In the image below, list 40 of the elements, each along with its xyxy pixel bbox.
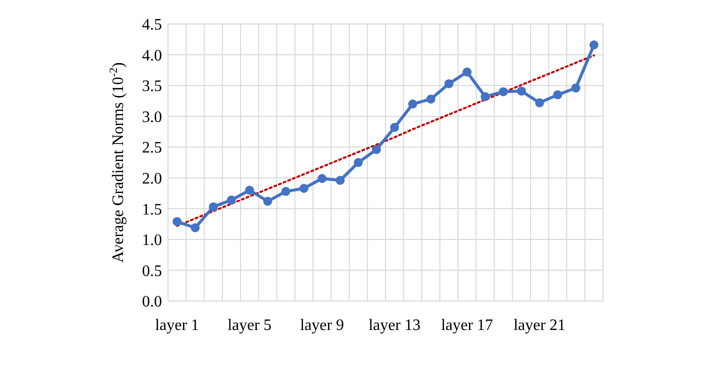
point [318,174,327,184]
x-tick-label: layer 1 [155,317,200,334]
point [172,217,182,226]
point [426,94,436,104]
point [535,98,544,108]
point [208,202,218,212]
point [336,176,345,185]
y-tick-label: 2.0 [142,170,162,188]
x-tick-label: layer 13 [368,317,421,334]
x-tick-label: layer 21 [514,317,566,334]
y-tick-label: 3.5 [142,78,162,96]
point [354,158,363,167]
y-tick-label: 0.5 [142,262,162,280]
x-tick-label: layer 9 [300,317,344,334]
point [498,87,508,96]
y-tick-label: 2.5 [142,140,162,157]
point [444,79,454,88]
x-tick-label: layer 5 [228,317,272,334]
point [263,196,272,206]
point [245,186,254,195]
y-tick-label: 0.0 [142,294,162,311]
point [553,90,562,100]
point [408,100,418,109]
point [480,92,490,102]
y-tick-label: 4.5 [142,16,162,34]
y-tick-label: 1.0 [142,232,162,250]
x-tick-label: layer 17 [441,317,494,334]
point [299,184,308,193]
point [516,86,526,96]
point [226,196,236,205]
point [281,186,290,196]
point [390,122,400,132]
point [190,223,200,232]
point [589,40,598,50]
y-tick-label: 3.0 [142,108,162,126]
point [571,84,580,93]
y-tick-label: 1.5 [142,201,162,218]
point [372,145,381,154]
y-tick-label: 4.0 [142,47,162,64]
point [462,68,472,77]
